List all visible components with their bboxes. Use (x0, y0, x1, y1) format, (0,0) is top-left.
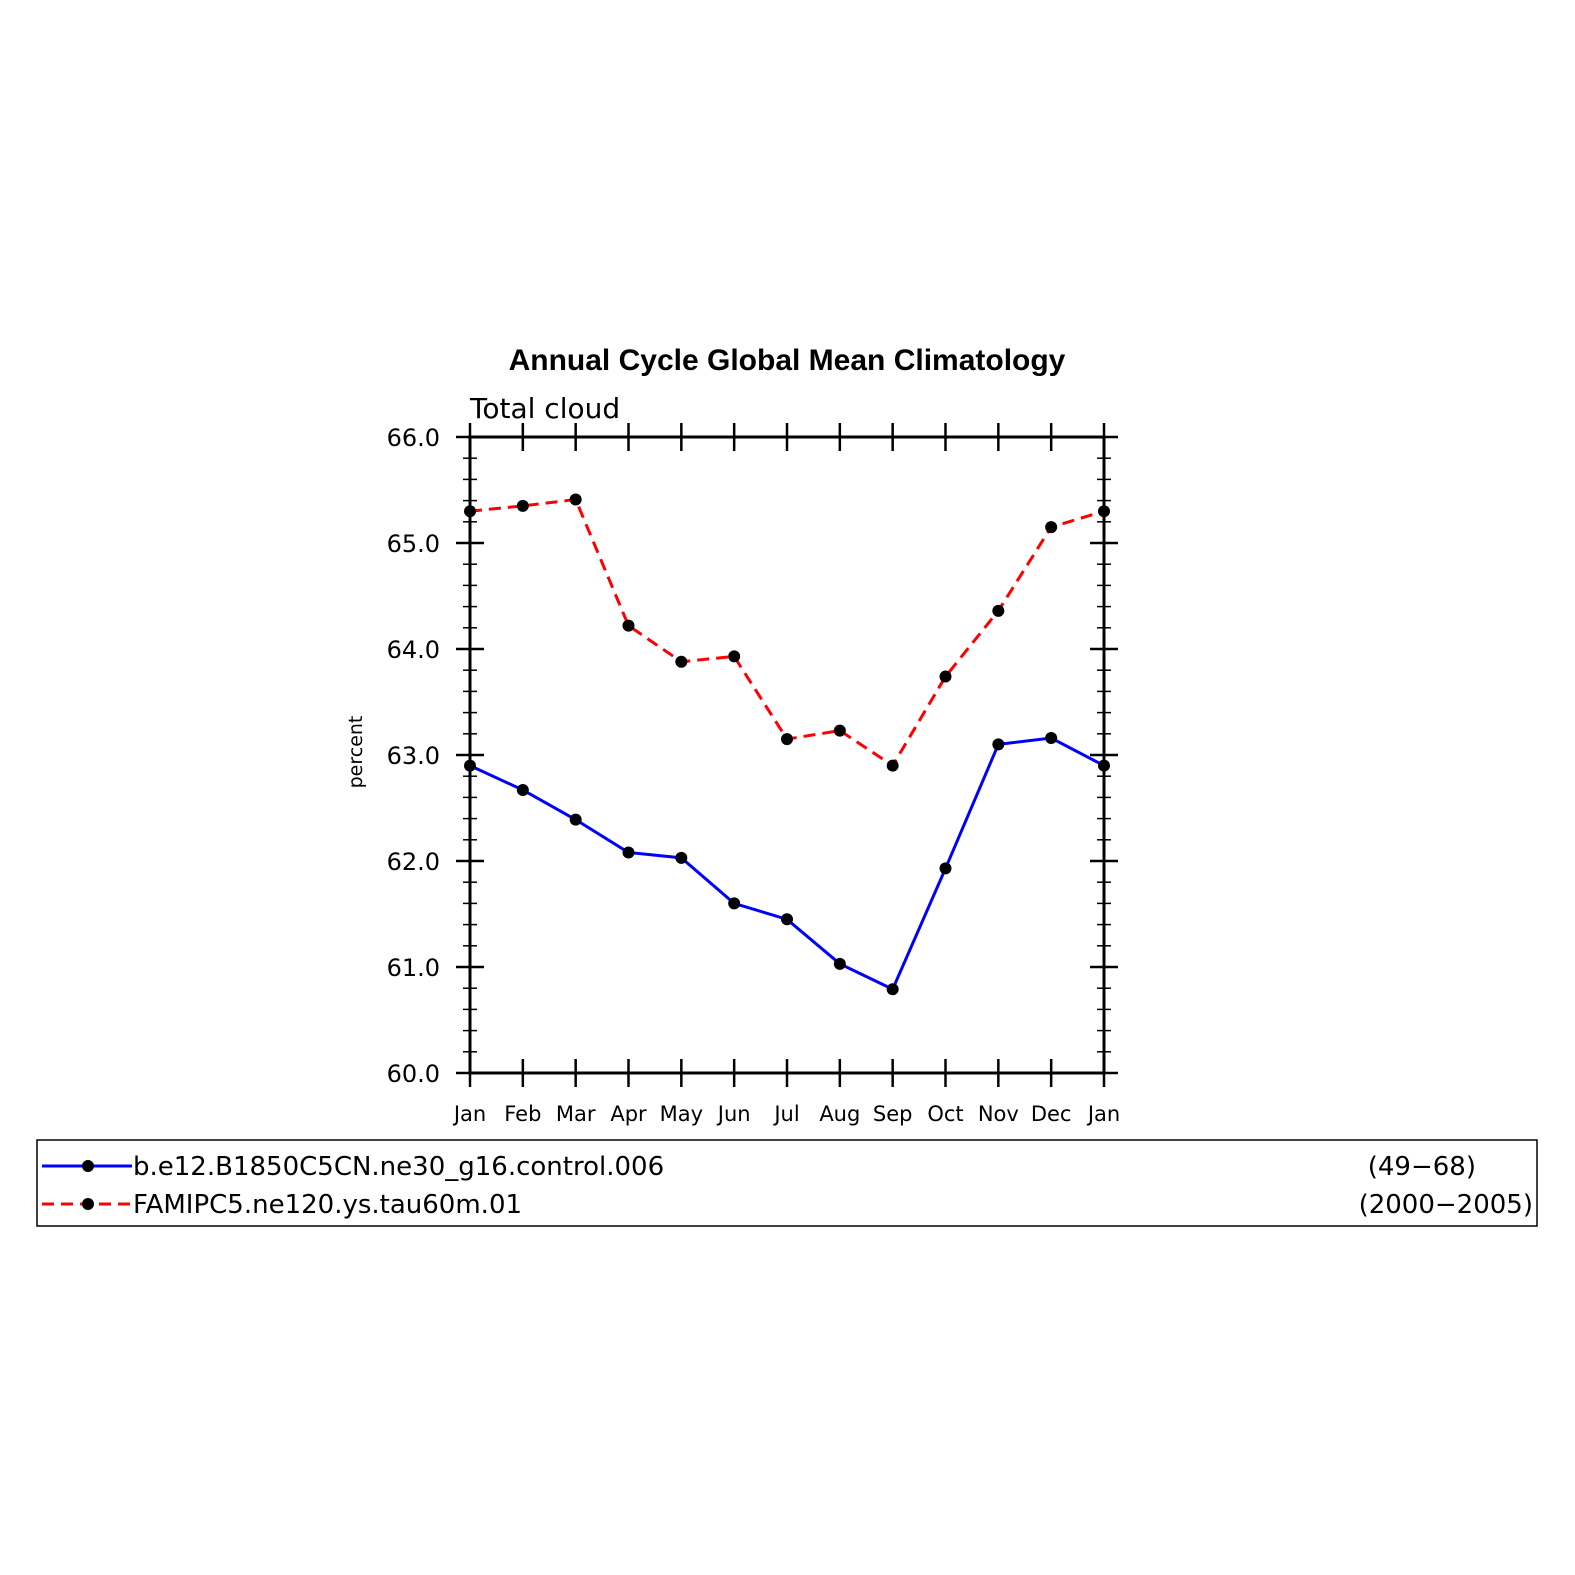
series-1-point (886, 983, 899, 996)
x-tick-label: Dec (1031, 1102, 1072, 1126)
x-tick-label: Feb (504, 1102, 541, 1126)
y-tick-label: 65.0 (387, 530, 440, 558)
legend-years-1: (49−68) (1368, 1152, 1476, 1182)
x-tick-label: Aug (819, 1102, 860, 1126)
series-2-point (569, 493, 582, 506)
series-2-point (622, 619, 635, 632)
y-tick-label: 60.0 (387, 1060, 440, 1088)
series-line-1 (469, 736, 1105, 992)
x-tick-label: Jul (772, 1102, 799, 1126)
series-1-point (939, 862, 952, 875)
series-2-point (675, 655, 688, 668)
series-2-point (992, 604, 1005, 617)
y-tick-label: 63.0 (387, 742, 440, 770)
series-1-point (992, 738, 1005, 751)
series-1-point (675, 851, 688, 864)
series-1-point (516, 783, 529, 796)
x-tick-label: Mar (556, 1102, 596, 1126)
y-tick-labels: 60.0 61.0 62.0 63.0 64.0 65.0 66.0 (387, 424, 440, 1088)
series-2-point (939, 670, 952, 683)
y-tick-label: 64.0 (387, 636, 440, 664)
series-2-point (1045, 521, 1058, 534)
plot-frame (468, 435, 1106, 1075)
series-line-2 (469, 497, 1105, 768)
legend-marker-1 (82, 1160, 94, 1172)
y-tick-label: 61.0 (387, 954, 440, 982)
chart-title: Annual Cycle Global Mean Climatology (509, 344, 1066, 377)
legend-marker-2 (82, 1198, 94, 1210)
x-tick-labels: Jan Feb Mar Apr May Jun Jul Aug Sep Oct Nov Dec Jan (452, 1102, 1120, 1126)
y-tick-label: 66.0 (387, 424, 440, 452)
x-tick-label: Apr (610, 1102, 647, 1126)
x-tick-label: Jan (1086, 1102, 1120, 1126)
x-tick-label: Nov (978, 1102, 1019, 1126)
series-2-point (516, 499, 529, 512)
series-1-point (569, 813, 582, 826)
series-2-point (781, 733, 793, 746)
series-layer (464, 493, 1110, 996)
series-1-point (622, 846, 635, 859)
x-tick-label: Jan (452, 1102, 486, 1126)
legend-box (36, 1139, 1538, 1227)
y-tick-label: 62.0 (387, 848, 440, 876)
legend: b.e12.B1850C5CN.ne30_g16.control.006 (49−… (36, 1139, 1538, 1227)
legend-label-2: FAMIPC5.ne120.ys.tau60m.01 (133, 1190, 522, 1220)
series-2-point (728, 650, 741, 663)
axes (456, 423, 1118, 1087)
series-2-point (464, 505, 476, 518)
series-1-point (464, 759, 476, 772)
legend-years-2: (2000−2005) (1359, 1190, 1533, 1220)
series-1-point (1045, 732, 1058, 745)
series-2-point (886, 759, 899, 772)
series-2-point (1098, 505, 1110, 518)
series-1-point (781, 913, 793, 926)
x-tick-label: May (660, 1102, 703, 1126)
series-1-point (1098, 759, 1110, 772)
series-2-point (833, 724, 846, 737)
legend-label-1: b.e12.B1850C5CN.ne30_g16.control.006 (133, 1152, 664, 1182)
x-tick-label: Oct (927, 1102, 963, 1126)
x-tick-label: Jun (716, 1102, 751, 1126)
series-1-point (728, 897, 741, 910)
x-tick-label: Sep (873, 1102, 913, 1126)
series-1-point (833, 957, 846, 970)
y-axis-label: percent (345, 716, 367, 789)
chart-subtitle: Total cloud (469, 392, 620, 425)
legend-items: b.e12.B1850C5CN.ne30_g16.control.006 (49−… (42, 1152, 1533, 1220)
